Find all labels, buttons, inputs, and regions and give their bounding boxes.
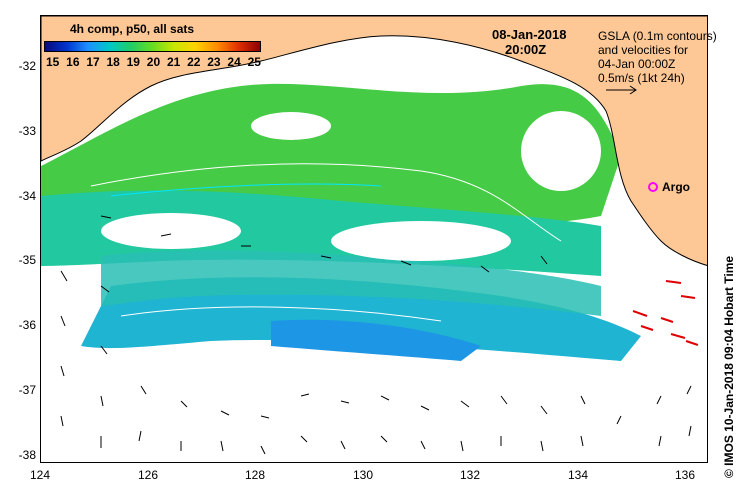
lat-label: -38	[18, 448, 36, 462]
argo-vectors	[632, 280, 699, 346]
colorbar-tick: 20	[146, 55, 161, 69]
land-mass	[41, 16, 707, 266]
lat-label: -36	[18, 318, 36, 332]
argo-label: Argo	[662, 180, 690, 194]
colorbar-tick: 15	[46, 55, 60, 69]
lat-label: -35	[18, 253, 36, 267]
date-label: 08-Jan-2018	[492, 27, 567, 42]
gsla-contour	[90, 163, 562, 242]
colorbar-tick: 25	[247, 55, 261, 69]
lon-label: 130	[352, 468, 374, 482]
cloud-gap	[331, 221, 511, 261]
colorbar-tick: 17	[86, 55, 100, 69]
colorbar-tick: 21	[166, 55, 181, 69]
velocity-arrows	[60, 215, 692, 455]
colorbar-tick: 18	[106, 55, 120, 69]
lon-label: 128	[244, 468, 266, 482]
colorbar-tick: 23	[207, 55, 221, 69]
sst-map	[41, 16, 707, 455]
cloud-gap	[101, 213, 241, 249]
gsla-contour	[110, 183, 382, 197]
lat-label: -37	[18, 383, 36, 397]
legend-line: 04-Jan 00:00Z	[598, 57, 676, 71]
sst-cool-patch	[271, 319, 481, 361]
colorbar-tick: 22	[187, 55, 201, 69]
map-frame	[40, 15, 708, 463]
lon-label: 124	[29, 468, 51, 482]
credit-text: © IMOS 10-Jan-2018 09:04 Hobart Time	[722, 255, 736, 478]
colorbar-tick: 24	[227, 55, 241, 69]
gsla-contour	[120, 306, 442, 322]
colorbar-tick: 16	[66, 55, 80, 69]
legend-line: 0.5m/s (1kt 24h)	[598, 71, 685, 85]
lon-label: 132	[459, 468, 481, 482]
cloud-gap	[521, 111, 601, 191]
lon-label: 134	[567, 468, 589, 482]
colorbar-ticks: 15 16 17 18 19 20 21 22 23 24 25	[46, 55, 261, 69]
scale-arrow-icon	[606, 85, 637, 95]
sst-lower-band	[101, 250, 601, 316]
colorbar	[44, 41, 261, 52]
lon-label: 126	[137, 468, 159, 482]
time-label: 20:00Z	[505, 42, 547, 57]
colorbar-tick: 19	[126, 55, 140, 69]
lat-label: -32	[18, 59, 36, 73]
lon-label: 136	[674, 468, 696, 482]
cloud-gap	[251, 112, 331, 140]
legend-line: GSLA (0.1m contours)	[598, 29, 717, 43]
lat-label: -34	[18, 189, 36, 203]
legend-line: and velocities for	[598, 43, 689, 57]
colorbar-title: 4h comp, p50, all sats	[70, 22, 195, 36]
argo-marker-icon	[648, 182, 658, 192]
lat-label: -33	[18, 124, 36, 138]
